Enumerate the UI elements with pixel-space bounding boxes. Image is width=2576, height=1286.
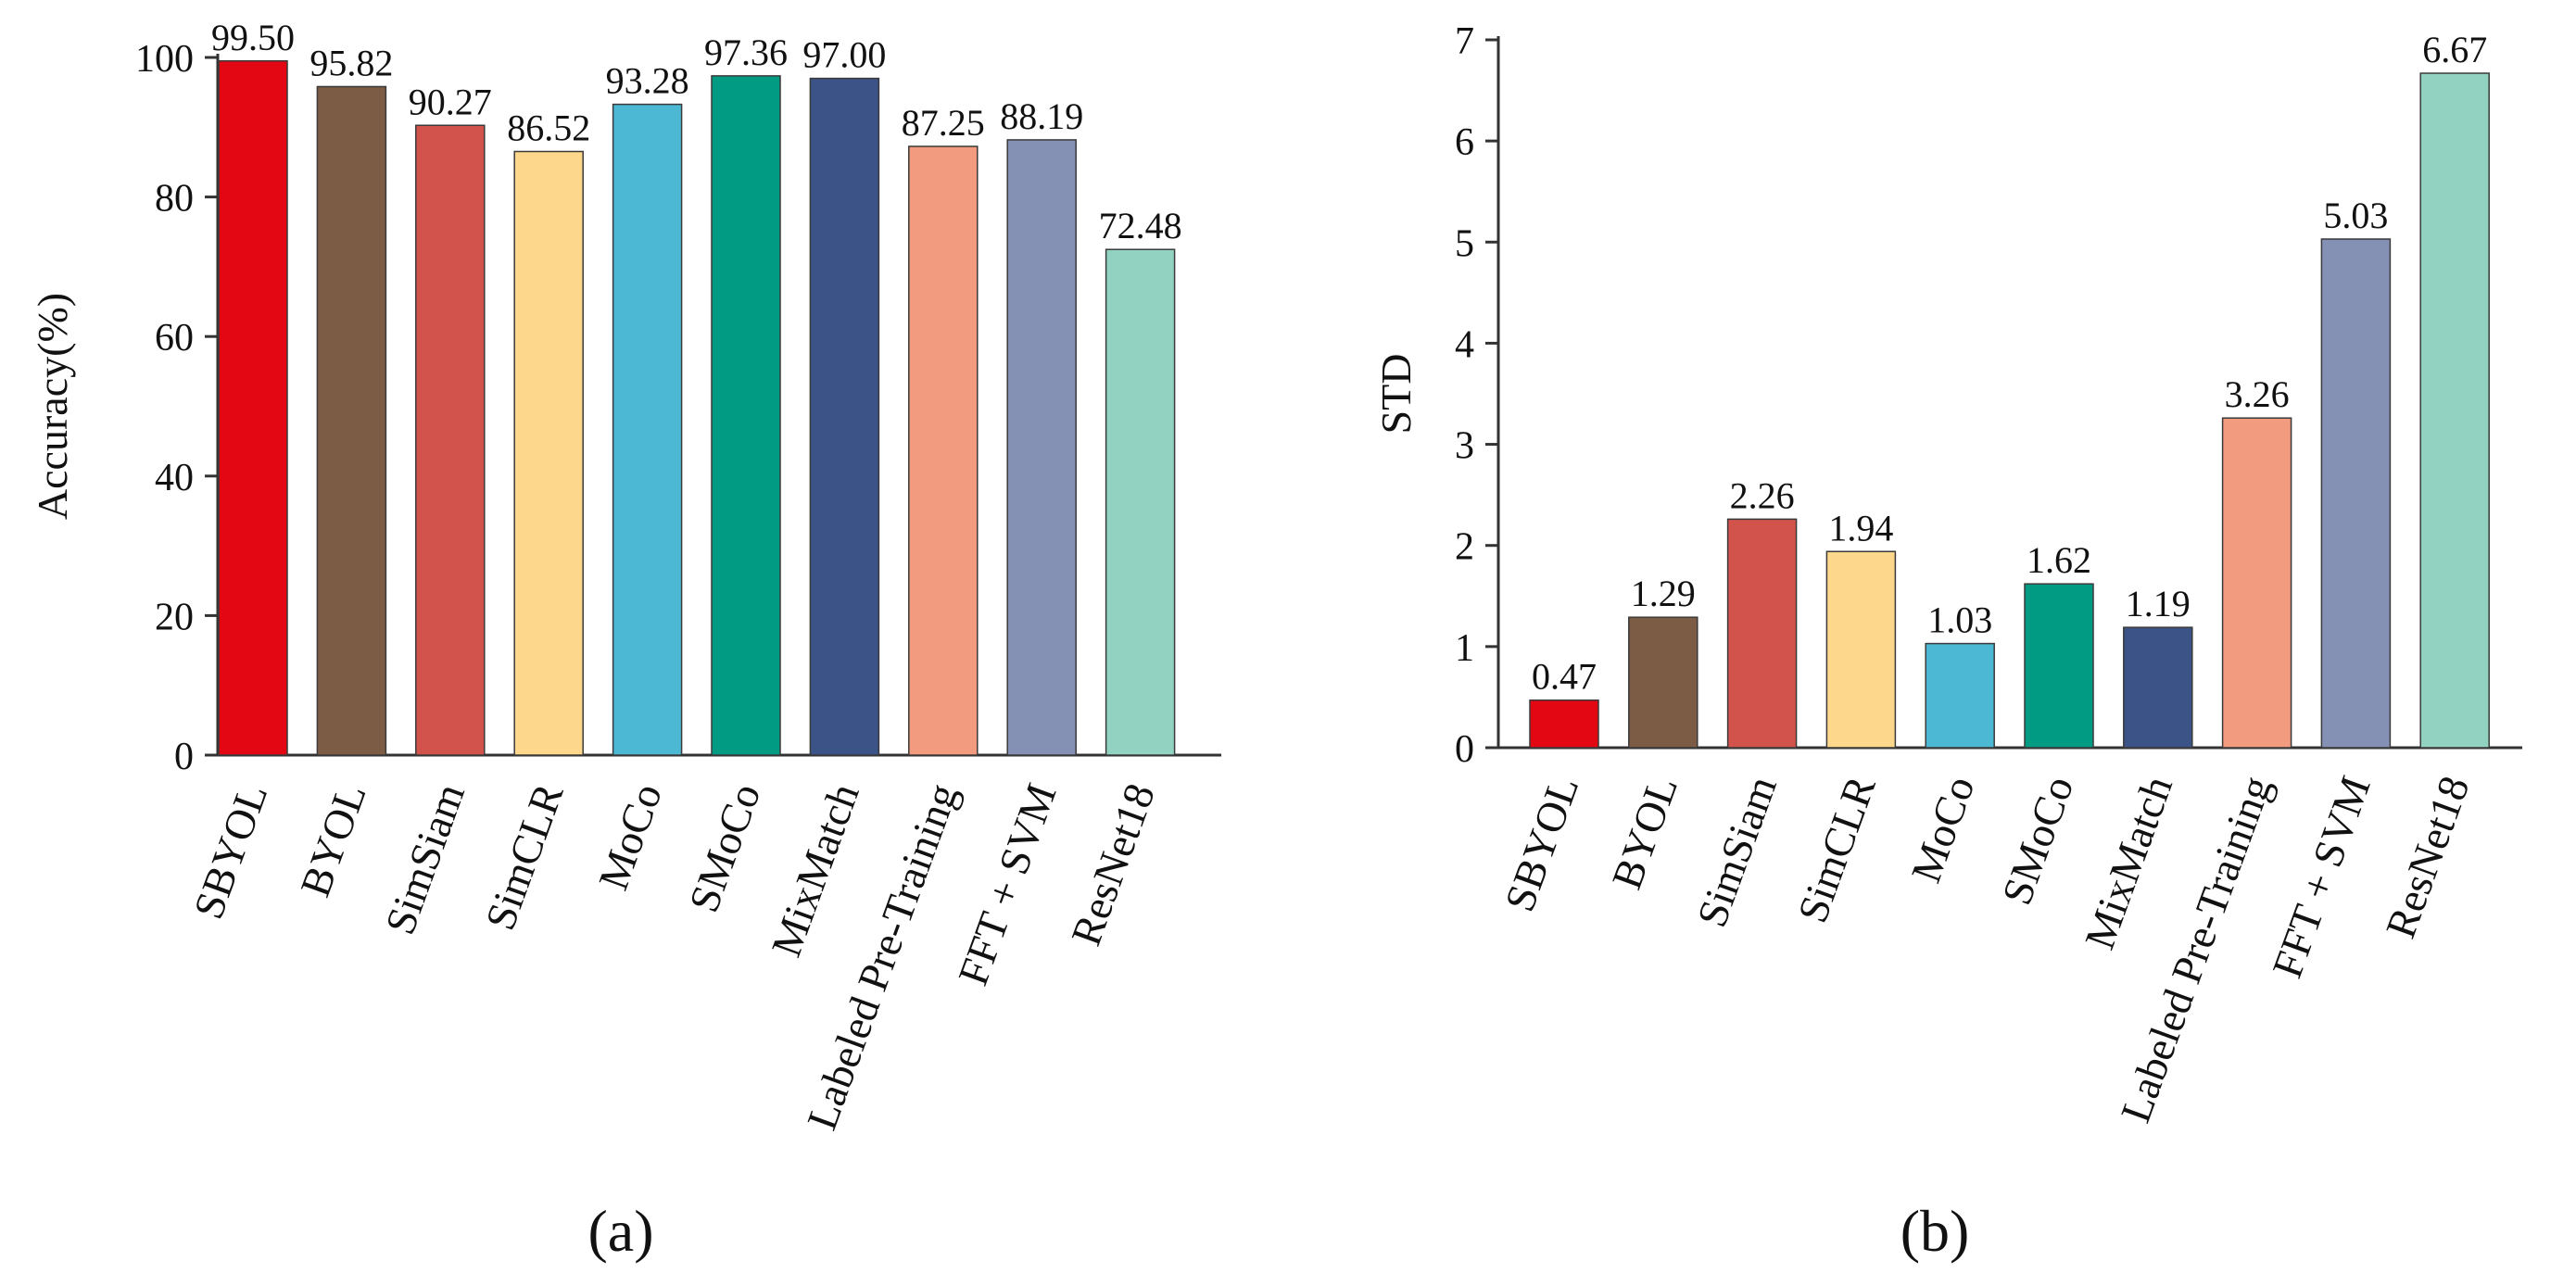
bar-b-byol — [1628, 616, 1698, 749]
value-label-b-simclr: 1.94 — [1828, 507, 1893, 548]
category-label-b-simclr: SimCLR — [1788, 770, 1885, 928]
value-label-b-fft-svm: 5.03 — [2323, 195, 2388, 236]
value-label-b-labeled-pre-training: 3.26 — [2225, 373, 2290, 415]
value-label-a-simsiam: 90.27 — [409, 81, 492, 122]
chart-a-accuracy: 0 20 40 60 80 100 Accuracy(%) 99.50 SBYOL 95.82 BY… — [29, 17, 1221, 1136]
value-label-b-resnet18: 6.67 — [2422, 29, 2487, 70]
bar-a-fft-svm — [1006, 139, 1077, 756]
category-label-a-mixmatch: MixMatch — [762, 777, 867, 963]
category-label-a-simsiam: SimSiam — [376, 777, 474, 940]
bar-a-simclr — [513, 150, 584, 756]
category-label-b-smoco: SMoCo — [1993, 770, 2083, 911]
value-label-a-sbyol: 99.50 — [211, 17, 295, 58]
value-label-a-mixmatch: 97.00 — [802, 34, 886, 76]
bar-a-moco — [612, 103, 683, 756]
bar-b-mixmatch — [2123, 626, 2193, 749]
y-tick-label-a-100: 100 — [135, 38, 194, 81]
category-label-b-byol: BYOL — [1602, 770, 1686, 895]
y-axis-title-b: STD — [1372, 354, 1420, 435]
y-axis-title-a: Accuracy(%) — [29, 293, 76, 520]
category-label-b-simsiam: SimSiam — [1687, 770, 1786, 933]
category-label-b-sbyol: SBYOL — [1496, 770, 1588, 917]
y-tick-label-b-3: 3 — [1455, 425, 1474, 468]
bar-b-sbyol — [1529, 699, 1599, 749]
category-label-b-mixmatch: MixMatch — [2076, 770, 2181, 955]
value-label-a-simclr: 86.52 — [507, 107, 590, 149]
y-tick-label-a-0: 0 — [174, 736, 194, 778]
category-label-a-sbyol: SBYOL — [184, 777, 277, 925]
bar-b-simclr — [1825, 550, 1897, 749]
category-label-a-smoco: SMoCo — [680, 777, 770, 918]
category-label-a-resnet18: ResNet18 — [1062, 777, 1164, 952]
category-label-a-fft-svm: FFT + SVM — [949, 777, 1066, 991]
chart-b-std: 0 1 2 3 4 5 6 7 STD 0.47 SBYOL 1.29 BYOL 2.26 SimSiam 1… — [1372, 20, 2522, 1128]
category-label-b-fft-svm: FFT + SVM — [2263, 770, 2380, 984]
category-label-b-resnet18: ResNet18 — [2377, 770, 2479, 944]
category-label-a-simclr: SimCLR — [476, 777, 573, 936]
y-tick-label-a-80: 80 — [155, 178, 194, 221]
value-label-b-sbyol: 0.47 — [1532, 656, 1597, 698]
value-label-a-smoco: 97.36 — [704, 32, 788, 73]
value-label-b-byol: 1.29 — [1631, 573, 1696, 614]
bar-b-fft-svm — [2320, 238, 2392, 749]
value-label-b-moco: 1.03 — [1927, 599, 1992, 641]
bar-a-smoco — [711, 75, 781, 756]
bar-a-labeled-pre-training — [908, 145, 979, 756]
value-label-a-resnet18: 72.48 — [1099, 205, 1182, 246]
value-label-a-labeled-pre-training: 87.25 — [902, 102, 985, 144]
bar-b-simsiam — [1726, 518, 1798, 749]
y-tick-label-b-2: 2 — [1455, 526, 1474, 569]
bar-a-resnet18 — [1105, 248, 1176, 756]
value-label-b-smoco: 1.62 — [2027, 539, 2091, 581]
value-label-a-byol: 95.82 — [309, 42, 393, 83]
value-label-a-fft-svm: 88.19 — [1000, 95, 1083, 137]
bar-b-moco — [1925, 642, 1995, 749]
category-label-a-moco: MoCo — [589, 777, 671, 896]
y-tick-label-b-5: 5 — [1455, 222, 1474, 265]
y-tick-label-b-4: 4 — [1455, 323, 1474, 366]
bar-a-byol — [316, 85, 387, 756]
category-label-b-moco: MoCo — [1901, 770, 1983, 889]
y-tick-label-b-1: 1 — [1455, 627, 1474, 670]
category-label-a-byol: BYOL — [291, 777, 375, 902]
value-label-b-simsiam: 2.26 — [1730, 474, 1795, 516]
y-tick-label-a-20: 20 — [155, 596, 194, 638]
y-tick-label-b-6: 6 — [1455, 121, 1474, 164]
y-tick-label-b-0: 0 — [1455, 728, 1474, 771]
value-label-a-moco: 93.28 — [606, 60, 689, 102]
bar-b-labeled-pre-training — [2221, 417, 2292, 749]
panel-a-label: (a) — [587, 1198, 653, 1264]
bar-a-sbyol — [218, 60, 288, 756]
y-tick-label-b-7: 7 — [1455, 20, 1474, 63]
value-label-b-mixmatch: 1.19 — [2126, 583, 2191, 624]
bar-a-mixmatch — [809, 77, 880, 756]
bar-b-resnet18 — [2419, 72, 2490, 749]
bar-b-smoco — [2024, 583, 2094, 749]
y-tick-label-a-60: 60 — [155, 317, 194, 359]
panel-b-label: (b) — [1900, 1198, 1970, 1264]
bar-a-simsiam — [415, 124, 486, 756]
y-tick-label-a-40: 40 — [155, 457, 194, 499]
